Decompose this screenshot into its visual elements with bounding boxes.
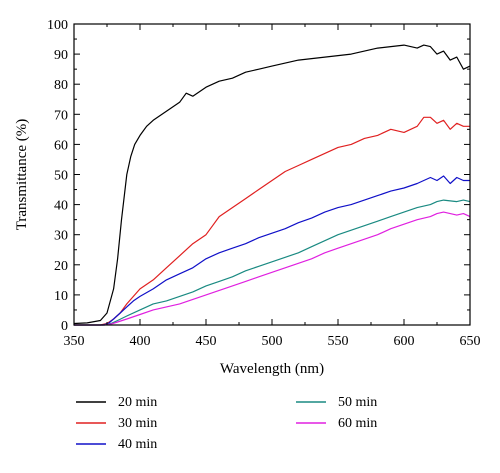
- y-tick-label: 10: [54, 289, 68, 304]
- series-line-4: [74, 199, 471, 326]
- legend: 20 min 30 min 40 min 50 min 60 min: [76, 395, 377, 452]
- y-tick-label: 20: [54, 259, 68, 274]
- y-axis-label: Transmittance (%): [14, 119, 30, 231]
- y-tick-label: 30: [54, 229, 68, 244]
- x-axis-label: Wavelength (nm): [220, 361, 324, 377]
- series-line-1: [73, 44, 471, 325]
- y-tick-label: 100: [47, 18, 68, 33]
- x-tick-label: 550: [328, 334, 349, 349]
- y-tick-label: 70: [54, 108, 68, 123]
- x-tick-label: 350: [64, 334, 85, 349]
- series-line-5: [74, 211, 471, 326]
- y-tick-label: 60: [54, 138, 68, 153]
- x-tick-label: 400: [130, 334, 151, 349]
- x-tick-label: 450: [196, 334, 217, 349]
- axes-layer: 350 400 450 500 550 600 650 0 10 20 30 40 50 60 70 80 90…: [47, 18, 481, 349]
- y-tick-label: 50: [54, 169, 68, 184]
- y-tick-label: 0: [61, 319, 68, 334]
- y-tick-label: 40: [54, 199, 68, 214]
- x-tick-label: 600: [394, 334, 415, 349]
- plot-frame: [73, 23, 471, 326]
- legend-label-4: 50 min: [338, 395, 377, 410]
- x-tick-label: 650: [460, 334, 481, 349]
- legend-label-5: 60 min: [338, 416, 377, 431]
- legend-label-3: 40 min: [118, 437, 157, 452]
- legend-label-1: 20 min: [118, 395, 157, 410]
- series-line-2: [74, 116, 470, 326]
- x-tick-label: 500: [262, 334, 283, 349]
- y-tick-label: 80: [54, 78, 68, 93]
- series-layer: [73, 44, 471, 326]
- y-tick-label: 90: [54, 48, 68, 63]
- legend-label-2: 30 min: [118, 416, 157, 431]
- series-line-3: [74, 175, 470, 326]
